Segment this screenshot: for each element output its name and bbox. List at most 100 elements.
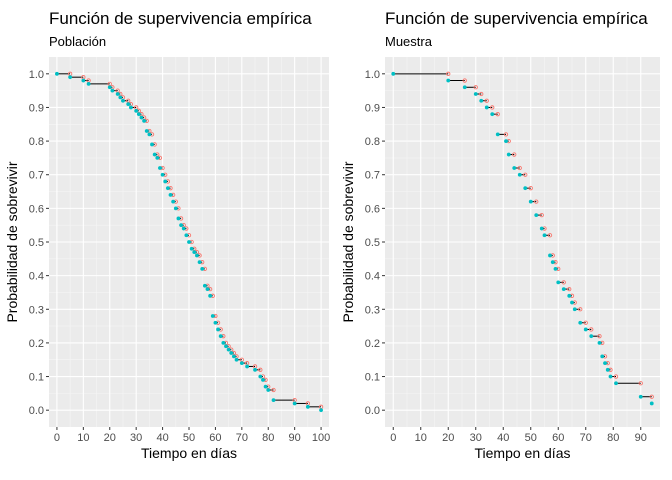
open-point [523,172,528,177]
data-points [391,71,654,406]
open-point [503,132,509,137]
filled-point [118,95,123,100]
x-axis-ticks: 0 10 20 30 40 50 60 70 80 90 100 [54,427,330,444]
open-point [495,112,500,117]
y-axis-label: Probabilidad de sobrevivir [340,161,356,322]
filled-point [136,112,141,117]
open-point [638,381,643,386]
filled-point [134,108,139,113]
filled-point [181,226,186,231]
y-tick-label: 0.2 [29,338,44,350]
filled-point [144,129,149,133]
filled-point [205,287,210,291]
y-tick-label: 0.8 [29,136,44,148]
open-point [446,71,451,76]
filled-point [147,132,152,137]
x-tick-label: 90 [289,432,301,444]
filled-point [184,233,189,238]
x-tick-label: 0 [54,432,60,444]
y-tick-label: 1.0 [29,69,44,81]
filled-point [583,327,588,332]
open-point [271,387,276,393]
open-point [534,199,539,204]
filled-point [258,374,263,379]
filled-point [139,115,144,120]
x-tick-label: 10 [415,432,427,444]
y-tick-label: 0.5 [29,237,44,249]
filled-point [195,253,199,258]
y-tick-label: 0.7 [29,170,44,182]
y-tick-label: 0.7 [365,170,380,182]
x-axis-label: Tiempo en días [475,445,571,461]
open-point [649,394,654,399]
x-tick-label: 90 [635,432,647,444]
filled-point [224,344,228,349]
y-tick-label: 0.8 [365,136,380,148]
filled-point [192,250,197,254]
filled-point [528,199,533,204]
filled-point [239,361,244,365]
x-tick-label: 100 [312,432,330,444]
filled-point [473,92,478,96]
filled-point [561,287,566,291]
open-point [539,212,544,218]
x-tick-label: 10 [77,432,89,444]
filled-point [176,216,181,221]
open-point [528,186,533,191]
filled-point [208,293,213,298]
filled-point [523,186,528,191]
filled-point [168,193,173,197]
filled-point [550,260,555,265]
filled-point [534,213,539,217]
open-point [578,307,583,312]
filled-point [556,280,561,285]
filled-point [638,394,643,399]
x-axis-ticks: 0 10 20 30 40 50 60 70 80 90 [390,427,647,444]
open-point [613,374,619,379]
panel-poblacion: Función de supervivencia empírica Poblac… [4,9,330,461]
panel-title: Función de supervivencia empírica [385,9,648,28]
filled-point [210,314,215,318]
filled-point [86,82,91,86]
open-point [517,165,522,171]
filled-point [226,347,231,352]
open-point [512,152,517,157]
filled-point [216,327,220,332]
filled-point [512,166,517,170]
x-tick-label: 30 [130,432,142,444]
open-point [547,233,553,238]
y-tick-label: 0.2 [365,338,380,350]
x-tick-label: 40 [497,432,509,444]
filled-point [539,226,544,231]
filled-point [218,334,223,339]
filled-point [245,364,250,369]
filled-point [319,408,323,413]
filled-point [81,78,86,83]
y-tick-label: 0.1 [29,372,44,384]
filled-point [305,404,310,409]
y-tick-label: 0.1 [365,372,380,384]
filled-point [173,206,178,211]
filled-point [221,341,226,345]
filled-point [200,267,205,271]
open-point [561,280,566,285]
x-tick-label: 20 [442,432,454,444]
filled-point [179,223,183,228]
filled-point [506,152,511,157]
filled-point [160,172,165,177]
x-tick-label: 50 [183,432,195,444]
filled-point [202,283,207,288]
filled-point [115,92,120,96]
x-tick-label: 80 [262,432,274,444]
filled-point [292,401,297,406]
x-tick-label: 50 [525,432,537,444]
y-axis-label: Probabilidad de sobrevivir [4,161,20,322]
open-point [484,98,489,103]
filled-point [107,85,112,90]
data-points [55,71,324,413]
filled-point [263,384,268,389]
x-tick-label: 60 [552,432,564,444]
y-tick-label: 0.3 [365,304,380,316]
filled-point [158,166,162,170]
